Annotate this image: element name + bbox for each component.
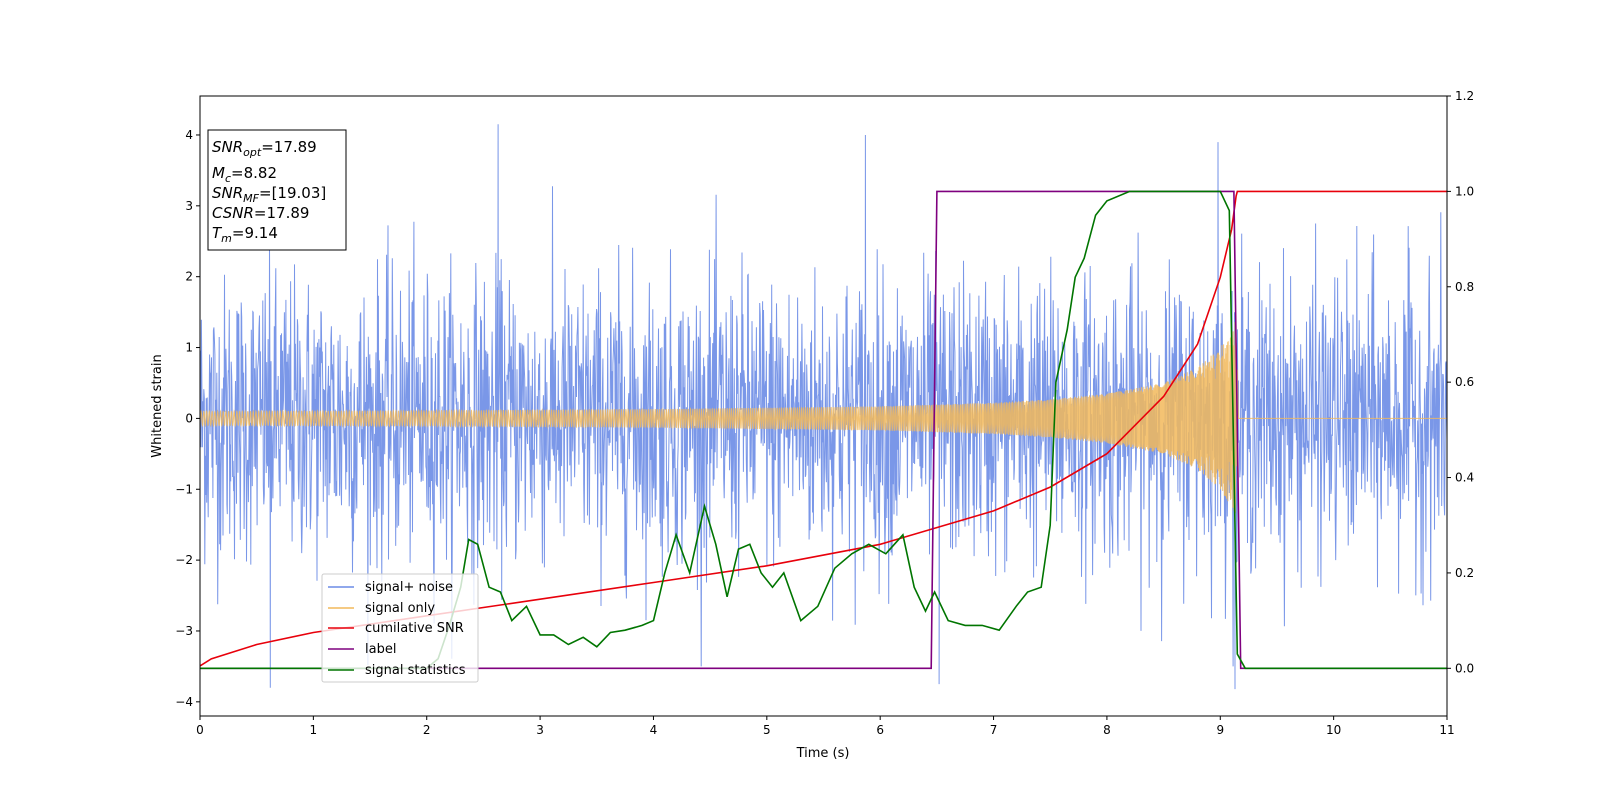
y-axis-label: Whitened strain bbox=[150, 354, 165, 457]
y2-tick-label: 1.0 bbox=[1455, 184, 1474, 198]
y2-tick-label: 0.8 bbox=[1455, 280, 1474, 294]
x-tick-label: 5 bbox=[763, 723, 771, 737]
y2-tick-label: 1.2 bbox=[1455, 89, 1474, 103]
y-tick-label: 3 bbox=[185, 199, 193, 213]
y-tick-label: 1 bbox=[185, 341, 193, 355]
legend-item-cumulative-snr: cumilative SNR bbox=[328, 621, 464, 636]
tm-annotation: Tm=9.14 bbox=[212, 224, 278, 245]
legend-item-signal-statistics: signal statistics bbox=[328, 663, 466, 678]
snr-opt-annotation: SNRopt=17.89 bbox=[212, 138, 317, 159]
plot-area bbox=[200, 124, 1447, 690]
y2-tick-label: 0.0 bbox=[1455, 661, 1474, 675]
snr-mf-annotation: SNRMF=[19.03] bbox=[212, 184, 326, 205]
stats-annotation-box: SNRopt=17.89 Mc=8.82 SNRMF=[19.03] CSNR=… bbox=[207, 129, 347, 251]
x-tick-label: 2 bbox=[423, 723, 431, 737]
x-tick-label: 3 bbox=[536, 723, 544, 737]
y-tick-label: −2 bbox=[175, 553, 193, 567]
x-tick-label: 6 bbox=[876, 723, 884, 737]
x-axis-label: Time (s) bbox=[796, 746, 850, 761]
x-axis: 0 1 2 3 4 5 6 7 8 9 10 11 bbox=[196, 716, 1455, 737]
y2-tick-label: 0.4 bbox=[1455, 471, 1474, 485]
x-tick-label: 11 bbox=[1439, 723, 1454, 737]
svg-text:label: label bbox=[365, 642, 396, 657]
axes-frame bbox=[199, 95, 1448, 717]
series-signal-only bbox=[200, 321, 1447, 514]
x-tick-label: 7 bbox=[990, 723, 998, 737]
y2-tick-label: 0.6 bbox=[1455, 375, 1474, 389]
y-tick-label: −4 bbox=[175, 695, 193, 709]
legend-item-signal-noise: signal+ noise bbox=[328, 580, 453, 595]
x-tick-label: 9 bbox=[1216, 723, 1224, 737]
legend: signal+ noise signal only cumilative SNR… bbox=[321, 573, 479, 683]
x-tick-label: 10 bbox=[1326, 723, 1341, 737]
svg-text:signal statistics: signal statistics bbox=[365, 663, 466, 678]
y-tick-label: 4 bbox=[185, 128, 193, 142]
x-tick-label: 0 bbox=[196, 723, 204, 737]
svg-text:signal+ noise: signal+ noise bbox=[365, 580, 453, 595]
y-tick-label: −1 bbox=[175, 482, 193, 496]
legend-item-signal-only: signal only bbox=[328, 601, 435, 616]
mc-annotation: Mc=8.82 bbox=[212, 164, 277, 185]
x-tick-label: 8 bbox=[1103, 723, 1111, 737]
y-tick-label: −3 bbox=[175, 624, 193, 638]
y2-tick-label: 0.2 bbox=[1455, 566, 1474, 580]
y-tick-label: 2 bbox=[185, 270, 193, 284]
svg-text:cumilative SNR: cumilative SNR bbox=[365, 621, 464, 636]
series-signal-statistics bbox=[200, 190, 1447, 670]
x-tick-label: 1 bbox=[310, 723, 318, 737]
x-tick-label: 4 bbox=[650, 723, 658, 737]
csnr-annotation: CSNR=17.89 bbox=[212, 204, 309, 222]
series-signal-noise bbox=[200, 124, 1447, 690]
legend-item-label: label bbox=[328, 642, 396, 657]
svg-text:signal only: signal only bbox=[365, 601, 435, 616]
y2-axis: 0.0 0.2 0.4 0.6 0.8 1.0 1.2 bbox=[1447, 89, 1474, 675]
y-axis: −4 −3 −2 −1 0 1 2 3 4 bbox=[175, 128, 200, 709]
series-cumulative-snr bbox=[200, 190, 1447, 667]
y-tick-label: 0 bbox=[185, 411, 193, 425]
